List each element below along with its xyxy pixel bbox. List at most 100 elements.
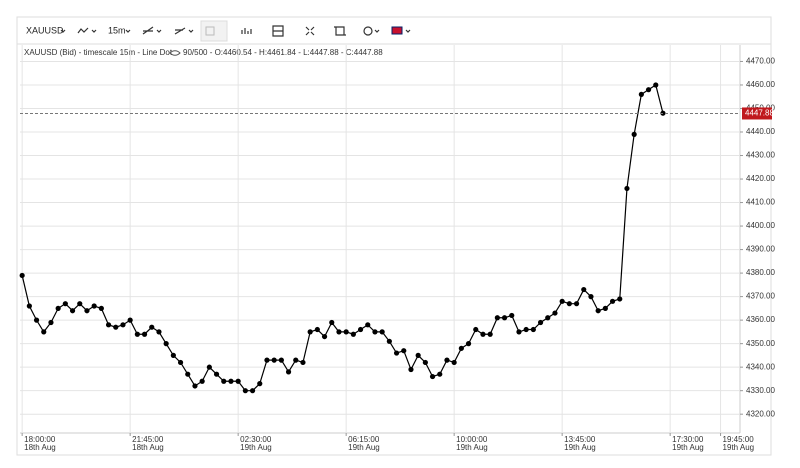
price-dot [62,301,68,307]
price-dot [314,326,320,333]
timeframe-select[interactable]: 15m [108,25,126,35]
x-tick-label: 19:45:00 [723,435,755,444]
price-dot [177,359,184,366]
y-tick-label: 4340.00 [746,362,775,371]
price-dot [235,378,241,384]
price-dot [602,305,608,311]
price-dot [487,331,493,337]
y-tick-label: 4460.00 [746,80,775,89]
price-dot [285,369,292,375]
x-tick-label: 17:30:00 [672,435,704,444]
price-dot [408,366,414,373]
price-dot [458,345,464,351]
price-dot [249,388,256,394]
price-dot [185,371,191,377]
price-dot [264,357,270,363]
price-dot [300,359,306,366]
price-dot [552,310,558,316]
x-tick-label: 06:15:00 [348,435,380,444]
price-dot [271,357,277,363]
price-dot [91,303,97,309]
dropdown-icon [125,29,131,33]
indicator-button[interactable] [142,26,154,35]
price-dot [199,378,205,384]
price-dot [545,315,551,321]
price-dot [595,308,601,314]
price-dot [41,329,47,335]
price-dot [221,378,227,384]
y-tick-label: 4430.00 [746,151,775,160]
last-price-box [742,107,772,120]
drawing-button[interactable] [174,27,186,35]
price-dot [170,352,176,358]
dropdown-icon [91,29,97,33]
price-dot [444,357,450,363]
price-dot [329,319,335,326]
x-tick-date: 19th Aug [348,443,380,452]
price-dot [480,331,486,337]
price-dot [537,319,544,326]
price-dot [26,303,32,309]
price-dot [530,326,536,333]
price-dot [228,378,234,384]
x-tick-date: 18th Aug [132,443,164,452]
volume-button[interactable] [241,28,252,34]
price-dot [581,286,587,293]
y-tick-label: 4390.00 [746,245,775,254]
dropdown-icon [405,29,411,33]
symbol-select[interactable]: XAUUSD [26,25,64,35]
price-dot [343,329,349,335]
price-dot [566,301,572,307]
price-dot [509,312,515,319]
price-dot [609,298,616,304]
price-dot [192,383,198,389]
price-dot [257,381,263,387]
price-dot [638,91,644,97]
dropdown-icon [188,29,194,33]
price-dot [631,131,637,137]
price-dot [393,350,400,356]
price-dot [429,373,436,380]
price-dot [206,364,212,370]
y-tick-label: 4400.00 [746,221,775,230]
price-dot [149,324,155,330]
dropdown-icon [156,29,162,33]
crop-button[interactable] [334,26,346,36]
price-dot [336,329,342,335]
settings-button[interactable] [363,26,373,36]
x-tick-date: 19th Aug [456,443,488,452]
price-dot [48,319,54,326]
price-dot [120,322,126,328]
price-dot [307,329,313,335]
price-dot [523,326,529,333]
shape-icon [205,26,215,36]
x-tick-date: 19th Aug [564,443,596,452]
chart-subtitle: 90/500 - O:4460.54 - H:4461.84 - L:4447.… [183,48,383,57]
price-dot [465,341,472,347]
language-button[interactable] [391,26,403,35]
price-dot [55,305,61,311]
price-dot [645,87,652,93]
price-dot [105,322,112,328]
price-dot [653,82,659,88]
chart-type-button[interactable] [77,27,89,34]
price-dot [379,329,385,335]
price-dot [573,301,580,307]
frame [16,16,772,456]
fullscreen-button[interactable] [305,26,315,36]
x-tick-label: 13:45:00 [564,435,596,444]
price-dot [415,352,421,358]
split-button[interactable] [272,25,284,37]
price-dot [163,341,169,347]
price-dot [278,357,284,363]
price-dot [422,359,428,366]
price-dot [242,388,248,394]
x-tick-date: 19th Aug [240,443,272,452]
y-tick-label: 4470.00 [746,57,775,66]
visibility-icon[interactable] [169,50,181,56]
price-dot [141,331,148,337]
x-tick-date: 19th Aug [672,443,704,452]
price-dot [293,357,299,363]
price-dot [84,308,90,314]
